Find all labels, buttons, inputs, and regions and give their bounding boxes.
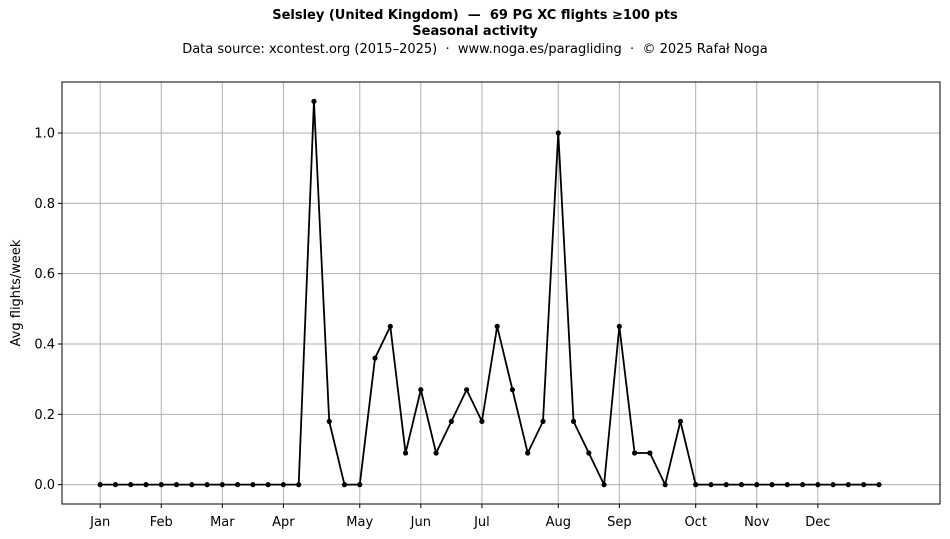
data-point <box>112 482 119 488</box>
data-point <box>326 418 332 424</box>
chart-title: Selsley (United Kingdom) — 69 PG XC flig… <box>272 8 678 23</box>
y-axis-label: Avg flights/week <box>9 239 24 346</box>
y-tick-label: 0.0 <box>34 478 55 493</box>
y-tick-label: 0.8 <box>34 197 55 212</box>
data-point <box>448 418 454 424</box>
data-point <box>464 387 470 393</box>
data-point <box>876 482 882 488</box>
x-tick-label: Sep <box>607 515 632 530</box>
data-point <box>662 482 668 488</box>
data-point <box>632 450 638 456</box>
data-point <box>418 387 424 393</box>
data-point <box>250 482 256 488</box>
x-tick-label: Aug <box>546 515 571 530</box>
x-tick-label: May <box>346 515 373 530</box>
data-point <box>204 482 210 488</box>
data-point <box>143 482 149 488</box>
data-point <box>754 482 760 488</box>
x-tick-label: Mar <box>210 515 235 530</box>
y-axis-ticks: 0.0 0.2 0.4 0.6 0.8 1.0 <box>34 126 62 493</box>
data-point <box>769 482 775 488</box>
data-point <box>280 482 287 488</box>
data-point <box>708 482 714 488</box>
data-point <box>357 482 363 488</box>
data-point <box>815 482 821 488</box>
x-tick-label: Jan <box>89 515 110 530</box>
grid-lines <box>62 82 940 504</box>
x-axis-ticks: Jan Feb Mar Apr May Jun Jul Aug Sep Oct Nov Dec <box>89 504 830 530</box>
x-tick-label: Jun <box>410 515 431 530</box>
x-tick-label: Jul <box>473 515 490 530</box>
data-point <box>128 482 134 488</box>
data-point <box>372 355 378 361</box>
data-point <box>433 450 439 456</box>
data-series <box>97 98 882 488</box>
x-tick-label: Dec <box>805 515 830 530</box>
plot-frame <box>61 81 941 505</box>
data-point <box>555 130 561 136</box>
data-point <box>738 482 745 488</box>
data-point <box>402 450 409 456</box>
chart-source-line: Data source: xcontest.org (2015–2025) · … <box>182 42 768 57</box>
x-tick-label: Apr <box>272 515 295 530</box>
x-tick-label: Feb <box>150 515 173 530</box>
data-point <box>799 482 806 488</box>
data-point <box>616 323 622 330</box>
data-point <box>723 482 729 488</box>
data-point <box>173 482 180 488</box>
x-tick-label: Nov <box>744 515 770 530</box>
data-point <box>784 482 790 488</box>
chart-title-block: Selsley (United Kingdom) — 69 PG XC flig… <box>0 8 950 59</box>
series-line <box>100 100 879 486</box>
data-point <box>677 418 684 424</box>
data-point <box>235 482 241 488</box>
data-point <box>311 98 317 104</box>
data-point <box>219 482 225 488</box>
data-point <box>845 482 851 488</box>
y-tick-label: 0.4 <box>34 337 55 352</box>
data-point <box>693 482 699 488</box>
data-point <box>341 482 348 488</box>
chart-subtitle: Seasonal activity <box>412 24 538 39</box>
data-point <box>601 482 607 488</box>
data-point <box>509 387 516 393</box>
data-point <box>525 450 531 456</box>
data-point <box>296 482 302 488</box>
data-point <box>570 418 577 424</box>
data-point <box>479 418 485 424</box>
x-tick-label: Oct <box>684 515 706 530</box>
data-point <box>189 482 195 488</box>
data-point <box>861 482 867 488</box>
data-point <box>586 450 592 456</box>
data-point <box>830 482 836 488</box>
y-tick-label: 1.0 <box>34 126 55 141</box>
y-tick-label: 0.2 <box>34 408 55 423</box>
data-point <box>494 323 500 330</box>
data-point <box>265 482 271 488</box>
data-point <box>387 323 393 330</box>
y-tick-label: 0.6 <box>34 267 55 282</box>
data-point <box>158 482 164 488</box>
data-point <box>540 418 546 424</box>
data-point <box>97 482 103 488</box>
data-point <box>647 450 653 456</box>
